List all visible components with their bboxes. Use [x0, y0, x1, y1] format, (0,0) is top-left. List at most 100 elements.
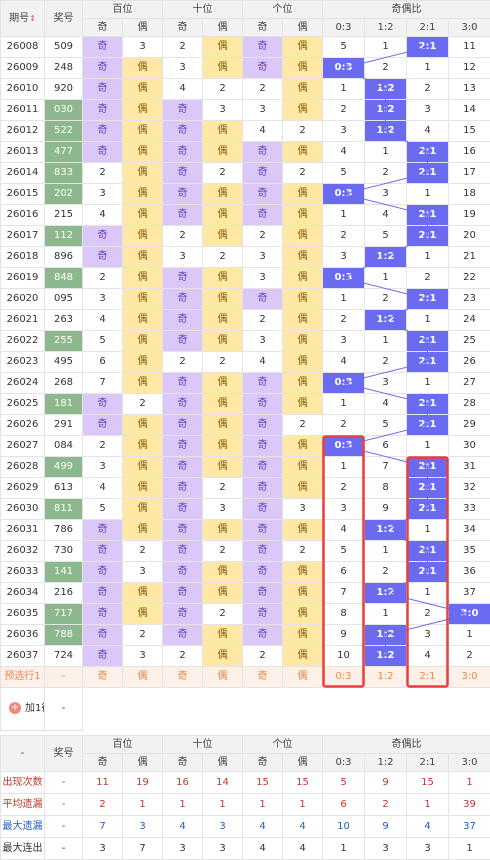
even-hit-cell: 偶	[203, 310, 243, 331]
odd-hit-cell: 奇	[163, 394, 203, 415]
odd-hit-cell: 奇	[83, 100, 123, 121]
even-hit-cell: 偶	[123, 184, 163, 205]
even-hit-cell: 偶	[123, 268, 163, 289]
odd-hit-cell: 奇	[83, 58, 123, 79]
odd-miss-cell: 4	[83, 310, 123, 331]
ratio-miss-cell: 37	[449, 583, 490, 604]
predict-odd-button[interactable]: 奇	[83, 667, 123, 688]
odd-miss-cell: 4	[83, 478, 123, 499]
odd-hit-cell: 奇	[243, 604, 283, 625]
ratio-miss-cell: 3	[323, 121, 365, 142]
ratio-miss-cell: 2	[323, 478, 365, 499]
even-hit-cell: 偶	[283, 352, 323, 373]
ratio-hit-cell: 0:3	[323, 58, 365, 79]
predict-ratio-button[interactable]: 0:3	[323, 667, 365, 688]
stats-value: 4	[407, 816, 449, 838]
odd-hit-cell: 奇	[163, 436, 203, 457]
ratio-miss-cell: 1	[407, 247, 449, 268]
stats-value: 1	[163, 794, 203, 816]
odd-hit-cell: 奇	[163, 100, 203, 121]
even-hit-cell: 偶	[203, 226, 243, 247]
even-miss-cell: 2	[203, 478, 243, 499]
ratio-miss-cell: 24	[449, 310, 490, 331]
issue-header[interactable]: 期号↕	[1, 1, 45, 37]
ratio-miss-cell: 1	[449, 625, 490, 646]
ratio-miss-cell: 33	[449, 499, 490, 520]
predict-odd-button[interactable]: 奇	[163, 667, 203, 688]
ratio-miss-cell: 4	[407, 121, 449, 142]
prediction-row[interactable]: 预选行1 - 奇 偶 奇 偶 奇 偶 0:3 1:2 2:1 3:0	[1, 667, 490, 688]
issue-number: 26031	[1, 520, 45, 541]
odd-hit-cell: 奇	[83, 394, 123, 415]
odd-hit-cell: 奇	[163, 562, 203, 583]
odd-hit-cell: 奇	[163, 163, 203, 184]
issue-number: 26025	[1, 394, 45, 415]
issue-number: 26032	[1, 541, 45, 562]
ratio-miss-cell: 3	[407, 625, 449, 646]
odd-hit-cell: 奇	[243, 436, 283, 457]
odd-hit-cell: 奇	[243, 205, 283, 226]
issue-number: 26009	[1, 58, 45, 79]
issue-number: 26027	[1, 436, 45, 457]
ratio-miss-cell: 2	[323, 100, 365, 121]
predict-ratio-button[interactable]: 1:2	[365, 667, 407, 688]
tens-header: 十位	[163, 1, 243, 19]
odd-hit-cell: 奇	[83, 520, 123, 541]
stats-value: 1	[283, 794, 323, 816]
stats-value: 37	[449, 816, 490, 838]
prize-number: 788	[45, 625, 83, 646]
even-miss-cell: 3	[203, 499, 243, 520]
ratio-miss-cell: 5	[365, 226, 407, 247]
plus-icon[interactable]: +	[9, 702, 21, 714]
odd-miss-cell: 2	[163, 646, 203, 667]
even-miss-cell: 3	[123, 646, 163, 667]
ratio-hit-cell: 2:1	[407, 331, 449, 352]
issue-number: 26024	[1, 373, 45, 394]
prize-number: 248	[45, 58, 83, 79]
predict-even-button[interactable]: 偶	[283, 667, 323, 688]
predict-even-button[interactable]: 偶	[203, 667, 243, 688]
ratio-miss-cell: 14	[449, 100, 490, 121]
odd-hit-cell: 奇	[243, 499, 283, 520]
predict-ratio-button[interactable]: 3:0	[449, 667, 490, 688]
even-miss-cell: 3	[123, 37, 163, 58]
ratio-miss-cell: 18	[449, 184, 490, 205]
even-hit-cell: 偶	[123, 457, 163, 478]
issue-number: 26034	[1, 583, 45, 604]
issue-number: 26021	[1, 310, 45, 331]
hundreds-header: 百位	[83, 1, 163, 19]
add-row-dash: -	[45, 688, 83, 731]
add-row-label[interactable]: 加1行	[25, 703, 45, 714]
prize-number: 268	[45, 373, 83, 394]
issue-number: 26028	[1, 457, 45, 478]
ratio-miss-cell: 10	[323, 646, 365, 667]
issue-number: 26033	[1, 562, 45, 583]
even-hit-cell: 偶	[203, 457, 243, 478]
add-row-button[interactable]: + 加1行	[1, 688, 45, 731]
even-hit-cell: 偶	[283, 142, 323, 163]
predict-even-button[interactable]: 偶	[123, 667, 163, 688]
ratio-miss-cell: 5	[323, 37, 365, 58]
prediction-section: 预选行1 - 奇 偶 奇 偶 奇 偶 0:3 1:2 2:1 3:0 +加1行 …	[1, 667, 490, 736]
even-hit-cell: 偶	[203, 646, 243, 667]
stats-value: 15	[243, 772, 283, 794]
stats-value: 4	[283, 838, 323, 860]
issue-number: 26029	[1, 478, 45, 499]
predict-odd-button[interactable]: 奇	[243, 667, 283, 688]
sort-icon[interactable]: ↕	[29, 14, 36, 23]
ratio-hit-cell: 2:1	[407, 415, 449, 436]
ratio-miss-cell: 4	[365, 394, 407, 415]
ratio-hit-cell: 2:1	[407, 478, 449, 499]
ratio-miss-cell: 1	[365, 331, 407, 352]
prize-number: 255	[45, 331, 83, 352]
predict-ratio-button[interactable]: 2:1	[407, 667, 449, 688]
ratio-hit-cell: 2:1	[407, 226, 449, 247]
odd-miss-cell: 2	[163, 37, 203, 58]
odd-header: 奇	[163, 19, 203, 37]
odd-hit-cell: 奇	[163, 604, 203, 625]
odd-hit-cell: 奇	[163, 520, 203, 541]
